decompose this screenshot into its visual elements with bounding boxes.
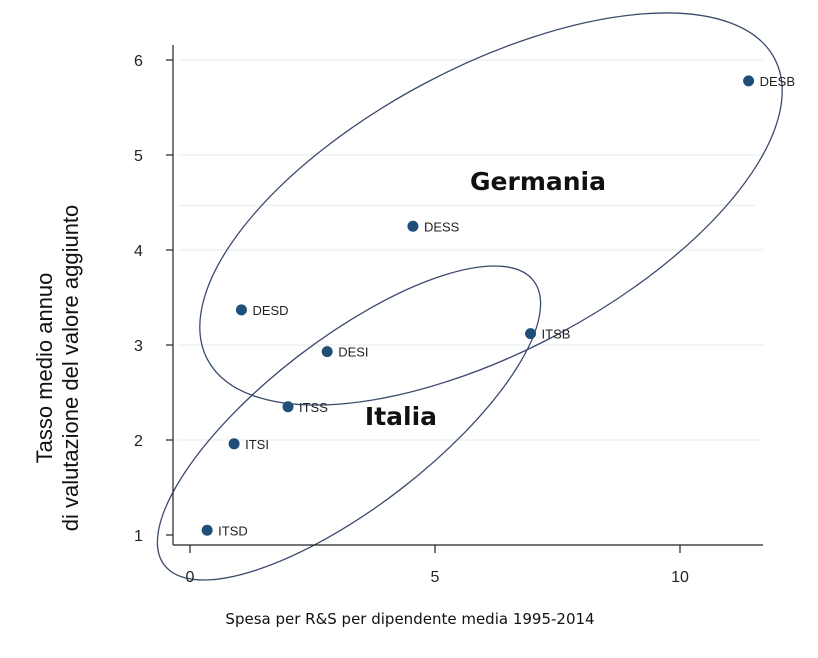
y-axis-title-line-2: di valutazione del valore aggiunto — [58, 205, 83, 532]
group-label-germania: Germania — [470, 167, 606, 196]
group-label-italia: Italia — [365, 402, 437, 431]
y-axis-title-line-1: Tasso medio annuo — [32, 273, 57, 464]
x-axis-title: Spesa per R&S per dipendente media 1995-… — [225, 610, 594, 628]
point-desb — [743, 75, 755, 87]
point-label-desb: DESB — [760, 74, 795, 89]
axes — [172, 45, 763, 546]
y-tick-label-1: 1 — [134, 528, 143, 545]
point-label-itsb: ITSB — [542, 327, 571, 342]
y-tick-label-5: 5 — [134, 148, 143, 165]
point-label-itsd: ITSD — [218, 523, 248, 538]
grid-lines — [178, 59, 763, 441]
y-tick-label-2: 2 — [134, 433, 143, 450]
point-label-desi: DESI — [338, 345, 368, 360]
point-label-desd: DESD — [252, 303, 288, 318]
y-tick-label-6: 6 — [134, 53, 143, 70]
y-tick-label-4: 4 — [134, 243, 143, 260]
group-ellipses — [156, 12, 783, 581]
point-desi — [321, 346, 333, 358]
x-tick-label-5: 5 — [431, 569, 440, 586]
point-itsb — [525, 328, 537, 340]
axis-ticks: 1 2 3 4 5 6 0 5 10 — [134, 53, 689, 586]
point-dess — [407, 220, 419, 232]
x-tick-label-10: 10 — [671, 569, 689, 586]
germania-ellipse — [199, 12, 783, 406]
point-label-itss: ITSS — [299, 400, 328, 415]
x-tick-label-0: 0 — [186, 569, 195, 586]
data-points: DESB DESS DESD DESI ITSB ITSS ITSI ITSD — [201, 74, 795, 538]
italia-ellipse — [156, 265, 542, 581]
y-tick-label-3: 3 — [134, 338, 143, 355]
point-itsd — [201, 524, 213, 536]
point-itsi — [228, 438, 240, 450]
point-label-itsi: ITSI — [245, 437, 269, 452]
point-desd — [235, 304, 247, 316]
point-label-dess: DESS — [424, 219, 460, 234]
point-itss — [282, 401, 294, 413]
